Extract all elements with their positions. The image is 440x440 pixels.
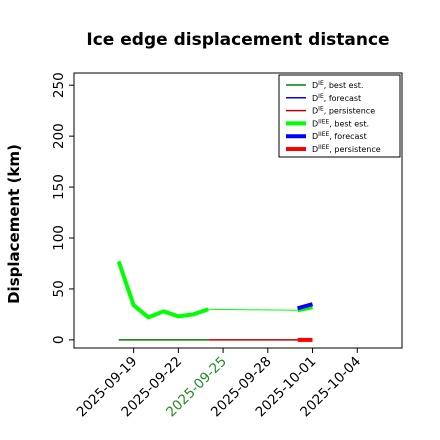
series-line-diiee_best: [116, 260, 209, 320]
series-line-diiee_forecast: [297, 302, 314, 311]
legend-entry: DIE, best est.: [312, 80, 363, 90]
y-tick-label: 250: [51, 72, 67, 98]
series-line-diiee_best_connector: [208, 308, 298, 311]
legend-entry: DIIEE, forecast: [312, 131, 367, 141]
y-axis-label: Displacement (km): [5, 144, 23, 304]
plot-frame: [73, 72, 403, 349]
chart-legend: DIE, best est. DIE, forecast DIE, persiste…: [278, 74, 401, 158]
series-line-diiee_best_end: [297, 305, 313, 313]
series-layer: [116, 260, 314, 342]
y-tick-label: 150: [51, 174, 67, 200]
y-tick-label: 50: [51, 280, 67, 297]
legend-box: [278, 74, 401, 158]
chart-title: Ice edge displacement distance: [86, 30, 389, 50]
legend-entry: DIE, forecast: [312, 93, 361, 103]
y-tick-label: 100: [51, 225, 67, 251]
y-tick-label: 0: [51, 336, 67, 345]
legend-entry: DIE, persistence: [312, 106, 375, 116]
y-tick-label: 200: [51, 123, 67, 149]
legend-entry: DIIEE, best est.: [312, 118, 369, 128]
legend-entry: DIIEE, persistence: [312, 144, 381, 154]
